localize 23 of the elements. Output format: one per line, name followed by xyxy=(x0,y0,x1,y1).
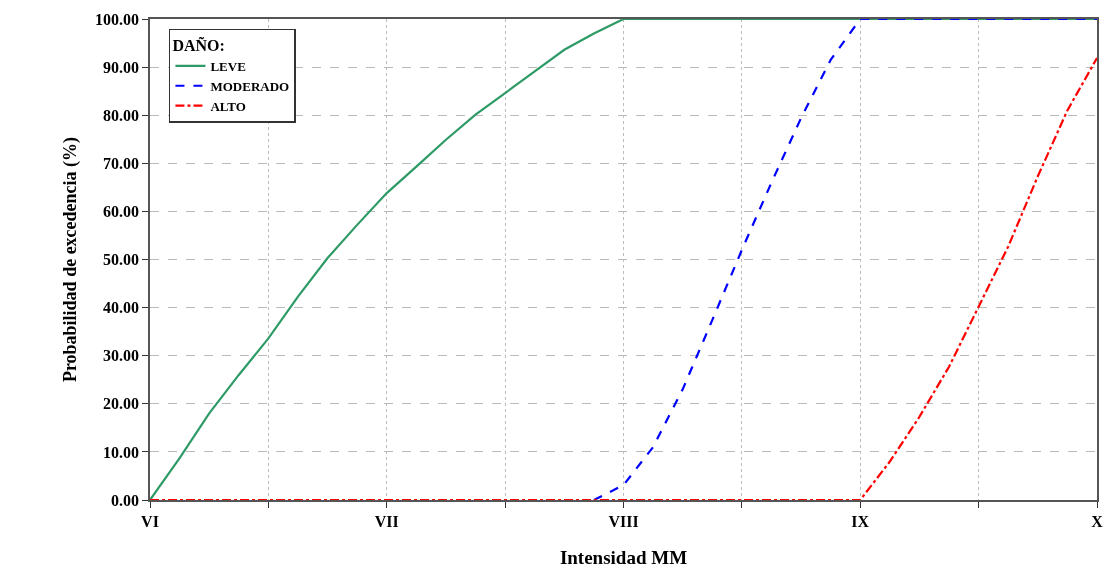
x-axis-title: Intensidad MM xyxy=(559,547,688,569)
y-tick-label: 60.00 xyxy=(103,203,140,220)
x-tick-label: VII xyxy=(374,512,399,530)
legend-title: DAÑO: xyxy=(172,35,225,54)
y-tick-label: 80.00 xyxy=(103,106,140,124)
x-tick-label: VIII xyxy=(608,512,639,530)
y-tick-label: 30.00 xyxy=(103,347,140,365)
y-tick-label: 10.00 xyxy=(103,443,140,461)
legend-label: ALTO xyxy=(210,98,246,114)
x-tick-label: IX xyxy=(851,512,870,530)
y-tick-label: 90.00 xyxy=(103,58,140,76)
y-tick-label: 40.00 xyxy=(103,299,140,317)
y-tick-label: 0.00 xyxy=(111,491,140,509)
y-axis-title: Probabilidad de excedencia (%) xyxy=(59,136,81,383)
x-tick-label: VI xyxy=(141,512,159,530)
y-tick-label: 50.00 xyxy=(103,251,140,269)
legend-label: MODERADO xyxy=(210,78,290,94)
line-series xyxy=(592,19,1097,500)
legend-label: LEVE xyxy=(210,58,246,74)
y-tick-label: 100.00 xyxy=(95,10,140,28)
x-tick-label: X xyxy=(1091,512,1104,530)
y-tick-label: 20.00 xyxy=(103,395,140,413)
y-tick-label: 70.00 xyxy=(103,154,140,172)
